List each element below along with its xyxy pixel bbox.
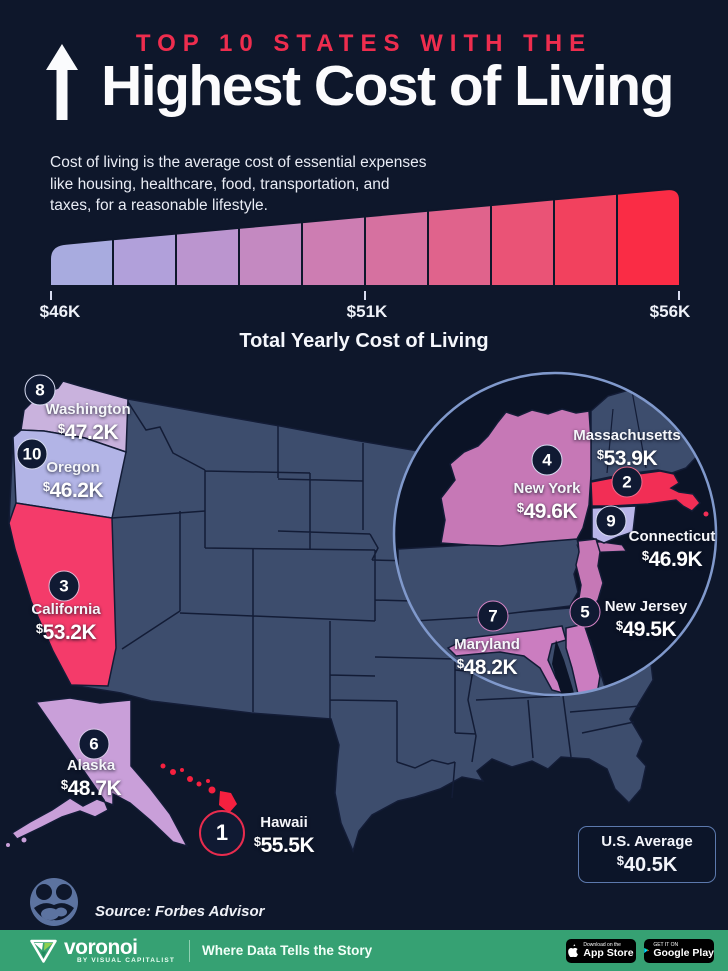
label-hawaii: Hawaii $55.5K — [253, 814, 315, 857]
scale-tick-mid — [364, 291, 366, 300]
description: Cost of living is the average cost of es… — [50, 152, 427, 217]
label-california: California $53.2K — [31, 601, 101, 644]
scale-label-max: $56K — [649, 302, 691, 321]
rank-badge-california[interactable]: 3 — [48, 570, 80, 602]
color-scale-wedge — [50, 188, 680, 287]
state-hawaii[interactable] — [160, 763, 238, 814]
voronoi-brand[interactable]: voronoi BY VISUAL CAPITALIST — [30, 935, 176, 964]
app-store-badge[interactable]: Download on the App Store — [566, 938, 636, 963]
scale-label-mid: $51K — [346, 302, 388, 321]
rank-badge-connecticut[interactable]: 9 — [595, 505, 627, 537]
voronoi-byline: BY VISUAL CAPITALIST — [77, 956, 176, 964]
footer-tagline: Where Data Tells the Story — [202, 943, 373, 958]
label-newjersey: New Jersey $49.5K — [604, 598, 688, 641]
rank-badge-maryland[interactable]: 7 — [477, 600, 509, 632]
scale-label-min: $46K — [39, 302, 81, 321]
voronoi-logo-icon — [30, 939, 57, 963]
rank-badge-massachusetts[interactable]: 2 — [611, 466, 643, 498]
voronoi-wordmark: voronoi — [64, 935, 138, 959]
description-line: taxes, for a reasonable lifestyle. — [50, 197, 268, 214]
state-alaska[interactable] — [10, 697, 189, 848]
rank-badge-oregon[interactable]: 10 — [16, 438, 48, 470]
lens-ring — [392, 371, 718, 697]
label-washington: Washington $47.2K — [45, 401, 131, 444]
google-play-badge[interactable]: GET IT ON Google Play — [644, 938, 714, 963]
apple-icon — [568, 944, 579, 957]
label-connecticut: Connecticut $46.9K — [628, 528, 716, 571]
label-maryland: Maryland $48.2K — [454, 636, 520, 679]
scale-tick-max — [678, 291, 680, 300]
label-alaska: Alaska $48.7K — [60, 757, 122, 800]
rank-badge-newyork[interactable]: 4 — [531, 444, 563, 476]
scale-tick-min — [50, 291, 52, 300]
label-newyork: New York $49.6K — [513, 480, 581, 523]
visual-capitalist-mark-icon — [30, 878, 78, 926]
rank-badge-hawaii[interactable]: 1 — [199, 810, 245, 856]
scale-axis-title: Total Yearly Cost of Living — [239, 330, 489, 352]
source-credit: Source: Forbes Advisor — [95, 903, 265, 920]
rank-badge-washington[interactable]: 8 — [24, 374, 56, 406]
label-oregon: Oregon $46.2K — [42, 459, 104, 502]
rank-badge-alaska[interactable]: 6 — [78, 728, 110, 760]
us-map: 1 2 3 4 5 6 7 8 9 10 Washington $47.2K O… — [0, 358, 728, 933]
rank-badge-newjersey[interactable]: 5 — [569, 596, 601, 628]
footer-bar: voronoi BY VISUAL CAPITALIST Where Data … — [0, 930, 728, 971]
page-title: Highest Cost of Living — [101, 54, 674, 118]
state-newyork[interactable] — [440, 408, 592, 547]
eyebrow-title: TOP 10 STATES WITH THE — [135, 30, 593, 57]
up-arrow-icon — [46, 44, 78, 120]
us-average-box: U.S. Average $40.5K — [578, 826, 716, 883]
google-play-icon — [644, 947, 650, 954]
description-line: Cost of living is the average cost of es… — [50, 154, 427, 171]
aleutian-island — [21, 837, 27, 843]
footer-divider — [189, 939, 191, 962]
description-line: like housing, healthcare, food, transpor… — [50, 175, 390, 193]
label-massachusetts: Massachusetts $53.9K — [573, 427, 681, 470]
aleutian-island — [6, 843, 10, 847]
